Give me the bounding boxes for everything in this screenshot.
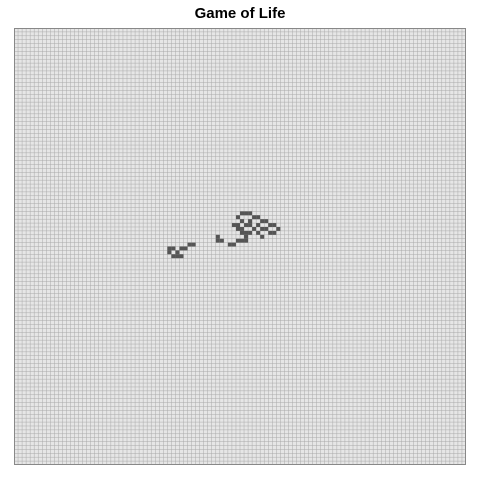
live-cell[interactable]: [215, 234, 220, 239]
live-cell[interactable]: [244, 230, 249, 235]
live-cell[interactable]: [240, 238, 245, 243]
live-cell[interactable]: [256, 230, 261, 235]
live-cell[interactable]: [183, 246, 188, 251]
page-title: Game of Life: [194, 5, 286, 22]
live-cell[interactable]: [268, 230, 273, 235]
live-cell[interactable]: [248, 230, 253, 235]
live-cell[interactable]: [276, 226, 281, 231]
live-cell[interactable]: [235, 226, 240, 231]
live-cell[interactable]: [244, 238, 249, 243]
live-cell[interactable]: [231, 223, 236, 227]
live-cell[interactable]: [248, 211, 253, 216]
live-cell[interactable]: [244, 234, 249, 239]
live-cell[interactable]: [252, 226, 257, 231]
live-cell[interactable]: [231, 242, 236, 247]
live-cell[interactable]: [175, 250, 180, 255]
live-cell[interactable]: [268, 223, 273, 227]
live-cell[interactable]: [264, 219, 269, 224]
live-cell[interactable]: [167, 250, 172, 255]
live-cell[interactable]: [264, 226, 269, 231]
live-cell[interactable]: [260, 226, 265, 231]
live-cell[interactable]: [179, 254, 184, 259]
live-cell[interactable]: [248, 219, 253, 224]
live-cell[interactable]: [187, 242, 192, 247]
live-cell[interactable]: [179, 246, 184, 251]
live-cell[interactable]: [240, 211, 245, 216]
live-cell[interactable]: [219, 238, 224, 243]
live-cell[interactable]: [215, 238, 220, 243]
live-cell[interactable]: [272, 230, 277, 235]
life-board[interactable]: [14, 28, 466, 465]
live-cell[interactable]: [240, 230, 245, 235]
live-cell[interactable]: [227, 242, 232, 247]
live-cell[interactable]: [235, 223, 240, 227]
live-cell[interactable]: [256, 223, 261, 227]
live-cell[interactable]: [244, 223, 249, 227]
life-grid[interactable]: [14, 28, 466, 465]
grid-lines: [14, 28, 466, 465]
live-cell[interactable]: [244, 211, 249, 216]
live-cell[interactable]: [252, 215, 257, 220]
live-cell[interactable]: [240, 226, 245, 231]
live-cell[interactable]: [272, 223, 277, 227]
live-cell[interactable]: [248, 223, 253, 227]
live-cell[interactable]: [235, 215, 240, 220]
live-cell[interactable]: [167, 246, 172, 251]
live-cell[interactable]: [191, 242, 196, 247]
live-cell[interactable]: [260, 219, 265, 224]
live-cell[interactable]: [175, 254, 180, 259]
live-cell[interactable]: [240, 219, 245, 224]
live-cell[interactable]: [171, 246, 176, 251]
live-cell[interactable]: [256, 215, 261, 220]
grid-border: [14, 28, 466, 465]
live-cell[interactable]: [171, 254, 176, 259]
live-cell[interactable]: [260, 234, 265, 239]
live-cell[interactable]: [235, 238, 240, 243]
